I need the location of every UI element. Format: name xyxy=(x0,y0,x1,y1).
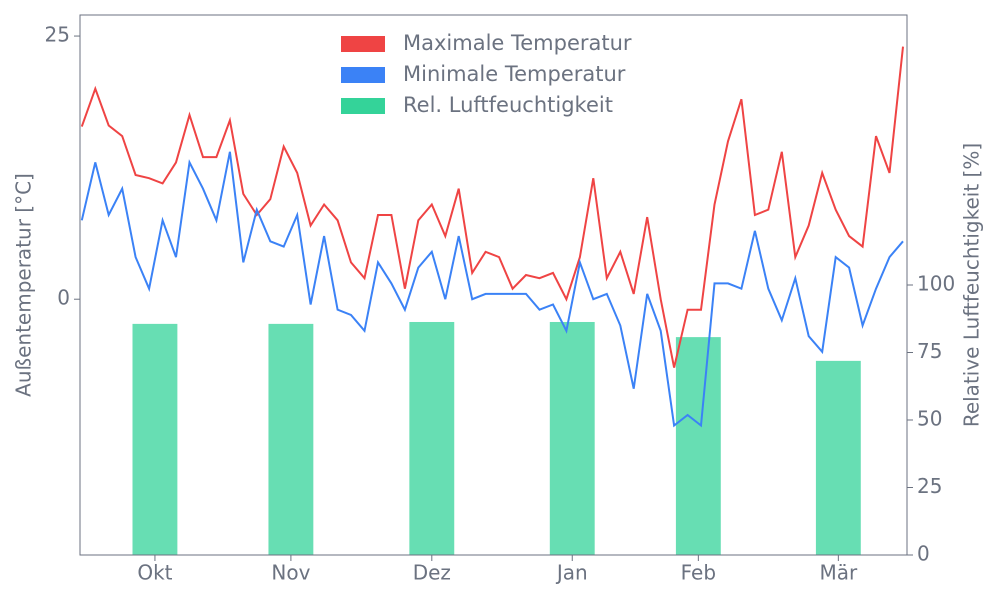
x-tick-label: Mär xyxy=(819,561,858,585)
x-tick-label: Nov xyxy=(271,561,310,585)
x-tick-label: Dez xyxy=(413,561,451,585)
bar xyxy=(409,321,455,555)
bar xyxy=(815,360,861,555)
y2-tick-label: 100 xyxy=(917,272,955,296)
y-tick-label: 25 xyxy=(45,23,70,47)
legend-label: Minimale Temperatur xyxy=(403,62,626,86)
x-tick-label: Feb xyxy=(681,561,716,585)
y2-tick-label: 75 xyxy=(917,339,942,363)
line xyxy=(80,151,904,428)
y2-tick-label: 0 xyxy=(917,542,930,566)
line xyxy=(80,46,904,368)
y2-axis-label: Relative Luftfeuchtigkeit [%] xyxy=(960,143,984,427)
legend-label: Maximale Temperatur xyxy=(403,31,632,55)
bar xyxy=(675,337,721,555)
bar xyxy=(268,323,314,555)
x-tick-label: Okt xyxy=(137,561,172,585)
x-tick-label: Jan xyxy=(555,561,588,585)
legend-swatch xyxy=(341,98,385,114)
y2-tick-label: 25 xyxy=(917,474,942,498)
bar xyxy=(549,321,595,555)
y-tick-label: 0 xyxy=(57,286,70,310)
y-axis-label: Außentemperatur [°C] xyxy=(12,173,36,397)
legend-swatch xyxy=(341,36,385,52)
legend-swatch xyxy=(341,67,385,83)
bar xyxy=(132,323,178,555)
legend-label: Rel. Luftfeuchtigkeit xyxy=(403,93,613,117)
y2-tick-label: 50 xyxy=(917,407,942,431)
